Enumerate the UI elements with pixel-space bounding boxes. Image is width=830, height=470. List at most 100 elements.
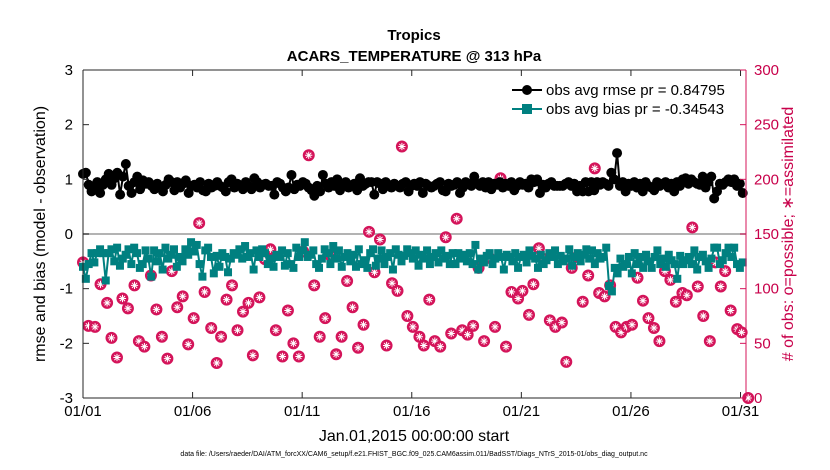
rmse-point: [434, 177, 445, 188]
count-point: [319, 312, 332, 325]
bias-point: [394, 250, 403, 259]
count-point-star: [217, 333, 225, 341]
x-tick-label: 01/06: [174, 403, 212, 420]
bias-point: [511, 249, 520, 258]
rmse-point: [95, 188, 106, 198]
count-point: [341, 275, 354, 288]
count-point-star: [447, 329, 455, 338]
bias-point: [639, 263, 648, 272]
bias-point: [590, 260, 599, 269]
count-point: [576, 295, 589, 308]
count-point-star: [546, 316, 554, 324]
bias-point: [351, 262, 360, 271]
legend: obs avg rmse pr = 0.84795 obs avg bias p…: [508, 80, 728, 120]
rmse-point: [117, 171, 128, 182]
bias-point: [215, 262, 224, 271]
count-point: [176, 290, 189, 303]
rmse-point: [126, 188, 137, 198]
count-point-star: [255, 293, 263, 301]
count-point-star: [393, 287, 402, 295]
count-point: [215, 330, 228, 343]
count-point-star: [529, 280, 537, 288]
y-tick-label-right: 100: [754, 281, 779, 298]
count-point-star: [595, 289, 603, 297]
rmse-series: [78, 148, 748, 204]
bias-point: [221, 252, 230, 261]
count-point: [182, 338, 195, 351]
count-point-star: [398, 142, 406, 151]
bias-point: [266, 254, 275, 263]
bias-point: [673, 274, 682, 283]
bias-point: [155, 249, 164, 258]
bias-point: [718, 256, 727, 265]
count-point: [680, 289, 693, 302]
count-point: [461, 328, 474, 341]
bias-point: [369, 245, 378, 254]
bias-point: [332, 254, 341, 263]
bias-point: [627, 269, 636, 278]
count-point-star: [633, 274, 642, 282]
y-axis-label-right: # of obs: o=possible; ∗=assimilated: [780, 107, 797, 361]
y-tick-label-right: 0: [754, 390, 762, 407]
count-point: [138, 340, 151, 353]
count-point: [253, 291, 266, 304]
count-point-star: [321, 314, 329, 322]
count-point-star: [140, 343, 148, 351]
bias-point: [141, 246, 150, 255]
count-point: [205, 322, 218, 335]
count-point: [391, 284, 404, 297]
bias-point: [704, 263, 713, 272]
count-point-star: [683, 291, 691, 299]
bias-point: [602, 243, 611, 252]
bias-point: [124, 245, 133, 254]
bias-point: [471, 240, 480, 249]
bias-point: [599, 252, 608, 261]
count-point: [714, 280, 727, 293]
bias-point: [434, 258, 443, 267]
count-point-star: [135, 337, 143, 345]
data-file-footnote: data file: /Users/raeder/DAI/ATM_forcXX/…: [180, 451, 648, 458]
count-point-star: [717, 282, 725, 291]
bias-point: [488, 260, 497, 269]
count-point-star: [223, 296, 231, 304]
count-point-star: [409, 323, 417, 331]
count-point-star: [173, 303, 181, 311]
legend-rmse-marker: [522, 85, 532, 95]
bias-point: [212, 251, 221, 260]
count-point-star: [727, 306, 735, 315]
bias-point: [184, 250, 193, 259]
bias-point: [460, 250, 469, 259]
count-point-star: [601, 292, 609, 300]
bias-point: [241, 242, 250, 251]
count-point-star: [558, 319, 566, 327]
count-point-star: [388, 279, 396, 287]
count-point-star: [591, 164, 599, 172]
bias-point: [371, 261, 380, 270]
count-point-star: [525, 311, 533, 319]
bias-point: [536, 250, 545, 259]
bias-point: [269, 262, 278, 271]
count-point-star: [491, 323, 499, 331]
count-point: [110, 351, 123, 364]
count-point-star: [420, 341, 428, 350]
bias-series: [79, 238, 747, 296]
count-point: [346, 301, 359, 314]
count-point: [582, 269, 595, 282]
bias-point: [593, 249, 602, 258]
count-point: [171, 301, 184, 314]
count-point: [450, 212, 463, 225]
count-point: [308, 279, 321, 292]
bias-point: [644, 257, 653, 266]
bias-point: [579, 250, 588, 259]
bias-point: [442, 251, 451, 260]
count-point-star: [284, 306, 292, 315]
bias-point: [693, 265, 702, 274]
bias-point: [414, 261, 423, 270]
count-point-star: [480, 337, 488, 345]
count-point: [246, 349, 259, 362]
bias-point: [542, 256, 551, 265]
rmse-point: [317, 169, 328, 180]
count-point-star: [370, 268, 379, 276]
count-point-star: [228, 281, 236, 289]
bias-point: [568, 261, 577, 270]
